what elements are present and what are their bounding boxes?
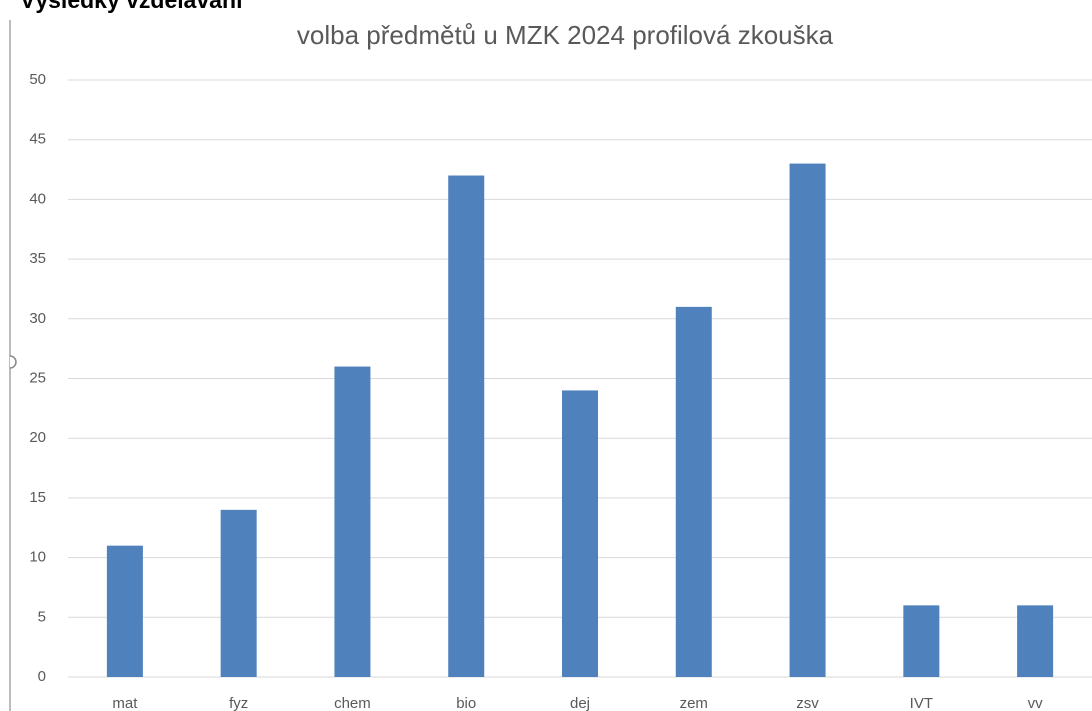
x-tick-label: zsv <box>796 695 819 711</box>
bar <box>789 163 826 677</box>
bar <box>106 545 143 677</box>
x-tick-label: zem <box>680 695 708 711</box>
y-tick-label: 15 <box>29 489 46 506</box>
y-tick-label: 25 <box>29 369 46 386</box>
y-tick-label: 40 <box>29 190 46 207</box>
y-tick-label: 20 <box>29 429 46 446</box>
y-tick-label: 45 <box>29 131 46 148</box>
chart-title: volba předmětů u MZK 2024 profilová zkou… <box>297 20 834 50</box>
y-tick-label: 10 <box>29 549 46 566</box>
y-tick-label: 5 <box>38 608 46 625</box>
x-tick-label: chem <box>334 695 371 711</box>
y-tick-label: 35 <box>29 250 46 267</box>
bar <box>220 509 257 677</box>
x-tick-label: mat <box>112 695 138 711</box>
y-tick-label: 0 <box>38 668 46 685</box>
x-tick-label: vv <box>1028 695 1044 711</box>
y-tick-label: 50 <box>29 71 46 88</box>
x-tick-label: fyz <box>229 695 248 711</box>
x-tick-label: bio <box>456 695 476 711</box>
y-tick-label: 30 <box>29 310 46 327</box>
bar <box>448 175 485 677</box>
bar <box>334 366 371 677</box>
page-heading: Výsledky vzdělávání <box>20 0 244 13</box>
bar <box>562 390 598 677</box>
bar <box>1017 605 1054 677</box>
x-tick-label: dej <box>570 695 590 711</box>
x-tick-label: IVT <box>910 695 933 711</box>
bar <box>903 605 940 677</box>
resize-handle <box>9 355 17 369</box>
bar <box>675 306 712 677</box>
